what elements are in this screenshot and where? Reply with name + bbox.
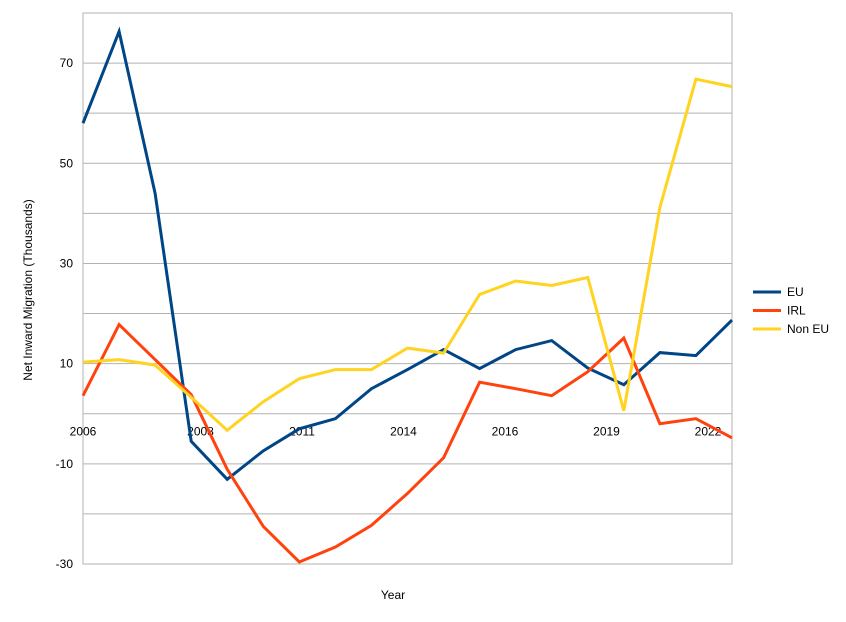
x-tick-label: 2011 [289,425,315,439]
y-tick-label: 70 [60,56,74,70]
gridlines [83,12,732,565]
x-tick-label: 2014 [390,425,417,439]
plot-border [82,12,733,565]
y-tick-label: -10 [56,457,74,471]
x-tick-label: 2016 [492,425,519,439]
legend: EU IRL Non EU [753,285,829,336]
y-axis-ticks: -30 -10 10 30 50 70 [56,56,74,571]
x-tick-label: 2006 [70,425,97,439]
legend-label: Non EU [787,322,829,336]
y-tick-label: 10 [60,357,74,371]
y-tick-label: 50 [60,156,74,170]
series-line-non-eu [82,77,733,433]
y-tick-label: 30 [60,256,74,270]
x-axis-title: Year [381,588,405,602]
legend-label: EU [787,285,804,299]
plot-area [82,12,733,565]
series-lines [81,26,734,564]
series-line-irl [81,322,733,564]
x-tick-label: 2019 [593,425,620,439]
series-line-eu [81,26,734,482]
y-axis-title: Net Inward Migration (Thousands) [21,199,35,380]
y-tick-label: -30 [56,557,74,571]
legend-label: IRL [787,304,806,318]
